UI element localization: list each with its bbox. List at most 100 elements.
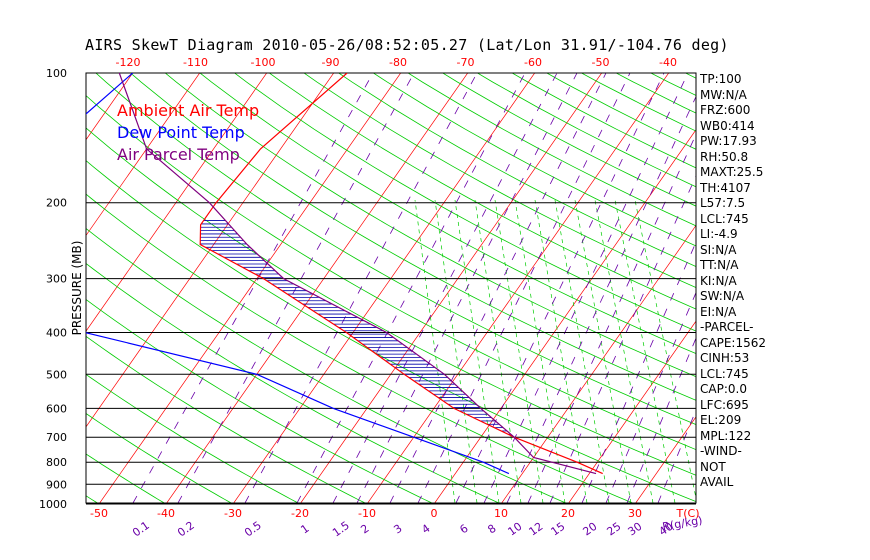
moist-adiabat-line [634, 199, 696, 500]
index-item: SW:N/A [700, 289, 745, 303]
isotherm-line [763, 53, 870, 513]
isotherm-line [86, 73, 268, 332]
dry-adiabat-line [86, 298, 433, 503]
index-item: LFC:695 [700, 397, 749, 412]
pressure-tick-label: 400 [46, 326, 67, 339]
moist-adiabat-line [414, 199, 456, 503]
index-item: CINH:53 [700, 351, 750, 365]
moist-adiabat-line [554, 199, 610, 503]
index-item: MW:N/A [700, 87, 747, 102]
moist-adiabat-line [434, 199, 478, 503]
index-item: KI:N/A [700, 273, 737, 288]
pressure-tick-label: 800 [46, 456, 67, 469]
dry-adiabat-line [233, 73, 696, 332]
dry-adiabat-line [0, 53, 46, 513]
bottom-temp-tick: -20 [291, 507, 309, 520]
mixing-ratio-line [506, 95, 696, 503]
dry-adiabat-line [476, 73, 696, 188]
pressure-tick-label: 100 [46, 67, 67, 80]
dry-adiabat-line [86, 413, 233, 503]
index-item: CAP:0.0 [700, 382, 747, 396]
mixing-ratio-tick: 10 [506, 520, 525, 539]
mixing-ratio-line [389, 73, 607, 503]
dry-adiabat-line [372, 73, 696, 247]
moist-adiabat-line [594, 199, 654, 503]
top-temp-tick: -110 [183, 56, 208, 69]
isotherm-line [166, 73, 469, 503]
legend-air-parcel-temp: Air Parcel Temp [117, 145, 240, 164]
pressure-tick-label: 500 [46, 368, 67, 381]
moist-adiabat-line [534, 199, 588, 503]
mixing-ratio-tick: 6 [457, 522, 470, 537]
y-axis-label: PRESSURE (MB) [70, 241, 84, 336]
pressure-tick-label: 900 [46, 478, 67, 491]
isotherm-line [233, 73, 536, 503]
index-item: -PARCEL- [700, 320, 754, 334]
moist-adiabat-line [474, 199, 522, 503]
index-item: AVAIL [700, 475, 734, 489]
dry-adiabat-line [337, 73, 696, 267]
mixing-ratio-line [296, 73, 526, 503]
legend: Ambient Air Temp Dew Point Temp Air Parc… [117, 100, 259, 166]
mixing-ratio-tick: 8 [485, 522, 498, 537]
isotherm-line [86, 73, 201, 237]
index-item: TT:N/A [700, 258, 739, 272]
dry-adiabat-line [781, 53, 870, 513]
index-item: CAPE:1562 [700, 335, 766, 350]
top-temp-tick: -80 [389, 56, 407, 69]
bottom-temp-tick: -40 [157, 507, 175, 520]
x-axis-label: T(C) [676, 507, 700, 520]
index-item: EI:N/A [700, 304, 737, 319]
mixing-ratio-line [527, 133, 696, 503]
ambient-air-temp-line [199, 73, 603, 475]
mixing-ratio-line [483, 73, 689, 503]
mixing-ratio-tick: 0.2 [175, 519, 197, 540]
isotherm-line [0, 53, 13, 513]
isotherm-line [635, 416, 696, 503]
index-item: LCL:745 [700, 211, 749, 226]
isotherm-line [86, 73, 134, 141]
mixing-ratio-tick: 12 [527, 520, 546, 539]
dry-adiabat-line [164, 73, 696, 378]
top-temp-tick: -60 [524, 56, 542, 69]
dry-adiabat-line [86, 373, 300, 503]
bottom-temp-tick: 20 [561, 507, 575, 520]
pressure-tick-label: 700 [46, 431, 67, 444]
dry-adiabat-line [199, 73, 696, 354]
isotherm-line [568, 320, 696, 503]
dry-adiabat-line [86, 193, 634, 503]
pressure-tick-label: 300 [46, 273, 67, 286]
mixing-ratio-line [177, 73, 415, 503]
dry-adiabat-line [86, 335, 366, 503]
pressure-tick-label: 200 [46, 197, 67, 210]
legend-dew-point-temp: Dew Point Temp [117, 123, 245, 142]
dry-adiabat-line [86, 227, 567, 503]
moist-adiabat-line [614, 199, 676, 503]
mixing-ratio-tick: 15 [549, 520, 568, 539]
mixing-ratio-tick: 30 [626, 520, 645, 539]
dry-adiabat-line [86, 127, 696, 476]
mixing-ratio-tick: 1.5 [330, 519, 352, 540]
moist-adiabat-line [494, 199, 544, 503]
dry-adiabat-line [86, 95, 696, 451]
dry-adiabat-line [511, 73, 696, 169]
pressure-tick-label: 1000 [39, 498, 67, 511]
isotherm-line [367, 73, 670, 503]
dry-adiabat-line [129, 73, 696, 401]
isotherm-line [300, 73, 603, 503]
mixing-ratio-tick: 20 [581, 520, 600, 539]
index-item: -WIND- [700, 444, 742, 458]
dry-adiabat-line [95, 73, 696, 426]
isotherm-line [99, 73, 402, 503]
top-temp-tick: -100 [251, 56, 276, 69]
mixing-ratio-line [417, 73, 631, 503]
dry-adiabat-line [86, 262, 500, 503]
mixing-ratio-axis-label: R(g/kg) [661, 514, 703, 534]
bottom-temp-tick: 10 [494, 507, 508, 520]
index-item: RH:50.8 [700, 149, 749, 164]
top-temp-tick: -120 [116, 56, 141, 69]
pressure-tick-label: 600 [46, 402, 67, 415]
bottom-temp-tick: -50 [90, 507, 108, 520]
mixing-ratio-tick: 25 [605, 520, 624, 539]
index-item: PW:17.93 [700, 134, 757, 148]
